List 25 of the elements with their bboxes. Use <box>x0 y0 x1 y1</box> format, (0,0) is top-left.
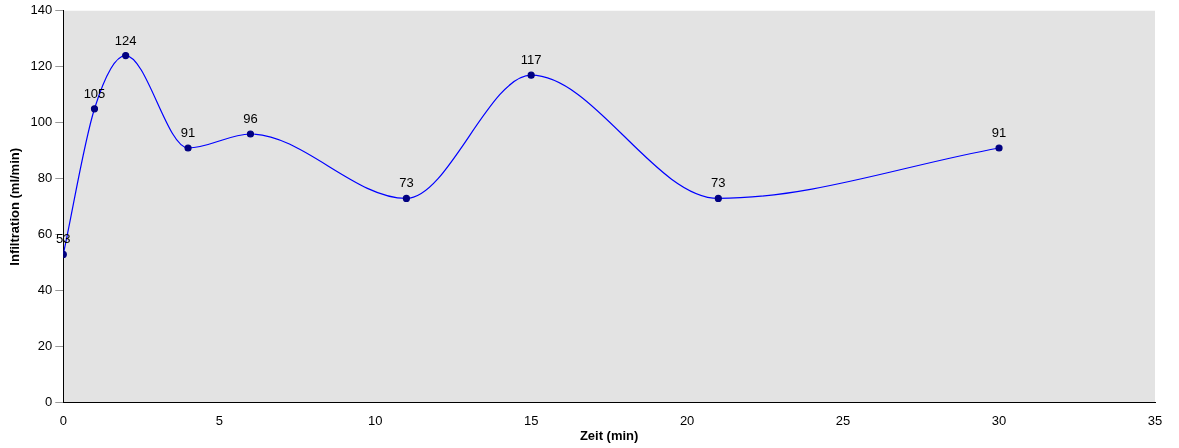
y-tick-label: 120 <box>30 58 53 74</box>
x-tick-label: 30 <box>991 413 1007 429</box>
data-label: 124 <box>114 32 137 48</box>
data-label: 96 <box>243 111 258 127</box>
data-label: 73 <box>711 175 726 191</box>
x-tick-label: 15 <box>523 413 539 429</box>
y-axis-title: Infiltration (ml/min) <box>7 147 23 266</box>
y-tick-label: 20 <box>37 338 53 354</box>
x-tick-label: 20 <box>679 413 695 429</box>
y-tick-label: 140 <box>30 2 53 18</box>
x-tick-label: 10 <box>367 413 383 429</box>
data-label: 91 <box>180 125 196 141</box>
x-tick-label: 25 <box>835 413 851 429</box>
x-tick-label: 5 <box>215 413 223 429</box>
y-tick-label: 100 <box>30 114 53 130</box>
y-tick-label: 40 <box>37 282 53 298</box>
data-label: 91 <box>991 125 1007 141</box>
x-axis-title: Zeit (min) <box>579 427 639 443</box>
x-tick-label: 0 <box>59 413 67 429</box>
x-tick-label: 35 <box>1147 413 1163 429</box>
y-tick-label: 0 <box>45 394 53 410</box>
data-label: 73 <box>399 175 414 191</box>
data-label: 117 <box>520 52 542 68</box>
y-tick-label: 60 <box>37 226 53 242</box>
y-tick-label: 80 <box>37 170 53 186</box>
